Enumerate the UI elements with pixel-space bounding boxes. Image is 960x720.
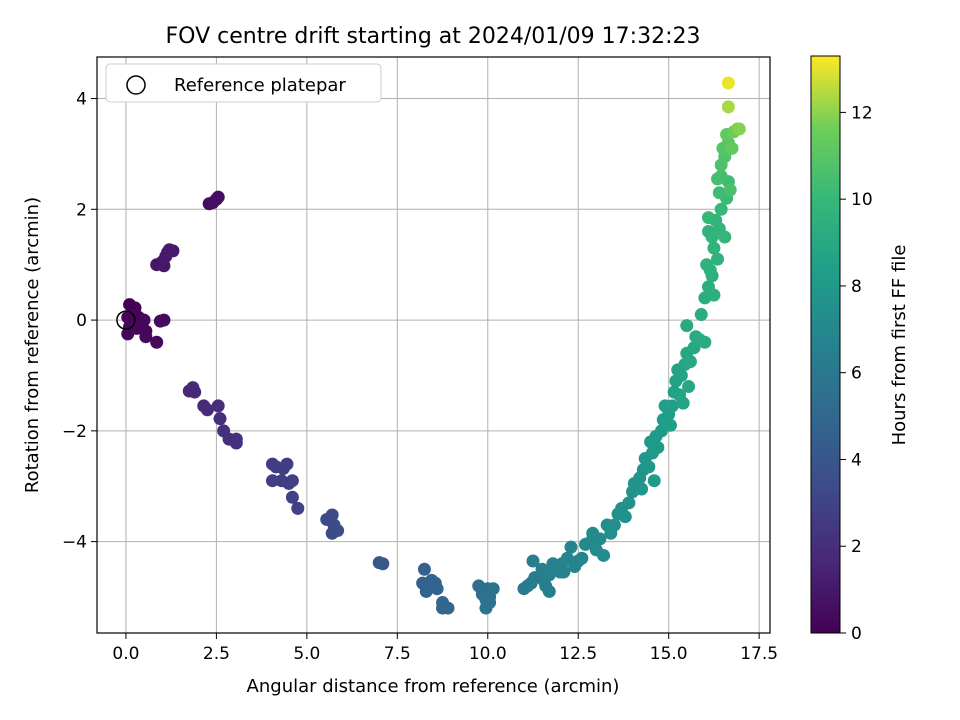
colorbar-tick-label: 8 — [851, 277, 862, 297]
x-tick-label: 17.5 — [740, 644, 778, 664]
x-tick-label: 2.5 — [203, 644, 230, 664]
colorbar-tick-label: 6 — [851, 364, 862, 384]
data-point — [376, 557, 390, 571]
data-point — [682, 380, 696, 394]
data-point — [157, 313, 171, 327]
data-point — [707, 241, 721, 255]
data-point — [651, 440, 665, 454]
data-point — [635, 482, 649, 496]
data-point — [229, 436, 243, 450]
colorbar-label: Hours from first FF file — [889, 245, 910, 446]
x-axis-ticks: 0.0 2.5 5.0 7.5 10.0 12.5 15.0 17.5 — [112, 633, 778, 664]
data-point — [575, 551, 589, 565]
data-point — [200, 403, 214, 417]
x-axis-label: Angular distance from reference (arcmin) — [247, 676, 620, 697]
data-point — [280, 457, 294, 471]
reference-marker — [116, 310, 136, 330]
data-point — [526, 554, 540, 568]
y-tick-label: 2 — [76, 200, 87, 220]
legend-box — [105, 63, 382, 103]
data-point — [694, 308, 708, 322]
data-point — [436, 601, 450, 615]
data-point — [211, 399, 225, 413]
data-point — [161, 246, 175, 260]
data-point — [483, 596, 497, 610]
data-point — [674, 368, 688, 382]
data-point — [285, 490, 299, 504]
data-point — [676, 396, 690, 410]
data-point — [486, 582, 500, 596]
y-tick-label: 4 — [76, 90, 87, 110]
data-point — [291, 501, 305, 515]
data-point — [647, 474, 661, 488]
data-point — [564, 540, 578, 554]
data-point — [663, 418, 677, 432]
data-point — [721, 76, 735, 90]
colorbar-ticks: 0 2 4 6 8 10 12 — [840, 103, 873, 644]
data-point — [137, 313, 151, 327]
data-point — [714, 202, 728, 216]
colorbar — [810, 55, 841, 634]
legend-reference-marker — [126, 75, 146, 95]
chart-title: FOV centre drift starting at 2024/01/09 … — [166, 24, 701, 49]
legend: Reference platepar — [105, 63, 382, 103]
plot-frame — [96, 56, 771, 634]
data-point — [618, 510, 632, 524]
data-point — [642, 460, 656, 474]
colorbar-tick-label: 2 — [851, 537, 862, 557]
data-point — [712, 186, 726, 200]
data-point — [593, 532, 607, 546]
data-point — [680, 319, 694, 333]
data-point — [417, 562, 431, 576]
data-point — [430, 582, 444, 596]
x-tick-label: 5.0 — [293, 644, 320, 664]
data-point — [698, 335, 712, 349]
colorbar-tick-label: 4 — [851, 450, 862, 470]
x-tick-label: 15.0 — [650, 644, 688, 664]
data-point — [725, 141, 739, 155]
data-point — [188, 385, 202, 399]
y-axis-label: Rotation from reference (arcmin) — [22, 197, 43, 493]
data-point — [150, 335, 164, 349]
colorbar-tick-label: 0 — [851, 624, 862, 644]
data-point — [701, 211, 715, 225]
data-point — [325, 508, 339, 522]
x-tick-label: 10.0 — [469, 644, 507, 664]
y-tick-label: −2 — [62, 422, 87, 442]
data-point — [597, 548, 611, 562]
grid-lines — [97, 57, 770, 633]
data-point — [265, 474, 279, 488]
data-point — [285, 474, 299, 488]
x-tick-label: 12.5 — [559, 644, 597, 664]
data-point — [557, 565, 571, 579]
data-point — [723, 183, 737, 197]
data-point — [622, 496, 636, 510]
data-point — [542, 584, 556, 598]
data-point — [718, 230, 732, 244]
scatter-points — [121, 76, 746, 615]
data-point — [711, 252, 725, 266]
y-tick-label: −4 — [62, 533, 87, 553]
data-point — [213, 412, 227, 426]
data-point — [732, 122, 746, 136]
data-point — [665, 399, 679, 413]
data-point — [707, 288, 721, 302]
data-point — [703, 263, 717, 277]
y-tick-label: 0 — [76, 311, 87, 331]
data-point — [139, 330, 153, 344]
data-point — [711, 172, 725, 186]
data-point — [211, 190, 225, 204]
data-point — [607, 518, 621, 532]
x-tick-label: 7.5 — [384, 644, 411, 664]
x-tick-label: 0.0 — [112, 644, 139, 664]
data-point — [419, 584, 433, 598]
colorbar-tick-label: 10 — [851, 190, 873, 210]
data-point — [721, 100, 735, 114]
y-axis-ticks: −4 −2 0 2 4 — [62, 90, 97, 553]
colorbar-tick-label: 12 — [851, 103, 873, 123]
data-point — [331, 524, 345, 538]
data-point — [683, 355, 697, 369]
legend-entry-reference: Reference platepar — [174, 75, 346, 96]
